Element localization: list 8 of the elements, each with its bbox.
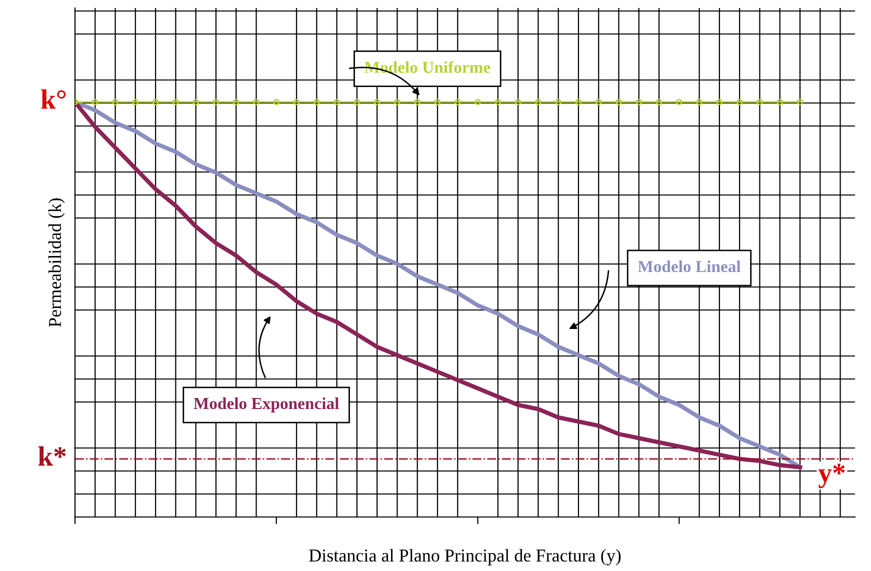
ref-line-label: k* bbox=[38, 446, 66, 466]
annotation: k° bbox=[41, 89, 66, 109]
x-axis-title: Distancia al Plano Principal de Fractura (y) bbox=[309, 548, 621, 566]
series-label: Modelo Uniforme bbox=[364, 61, 490, 73]
text: Modelo Exponencial bbox=[194, 397, 339, 413]
text: Modelo Lineal bbox=[638, 260, 741, 272]
text: y* bbox=[818, 464, 845, 488]
y-axis-title: Permeabilidad (k) bbox=[48, 198, 65, 327]
